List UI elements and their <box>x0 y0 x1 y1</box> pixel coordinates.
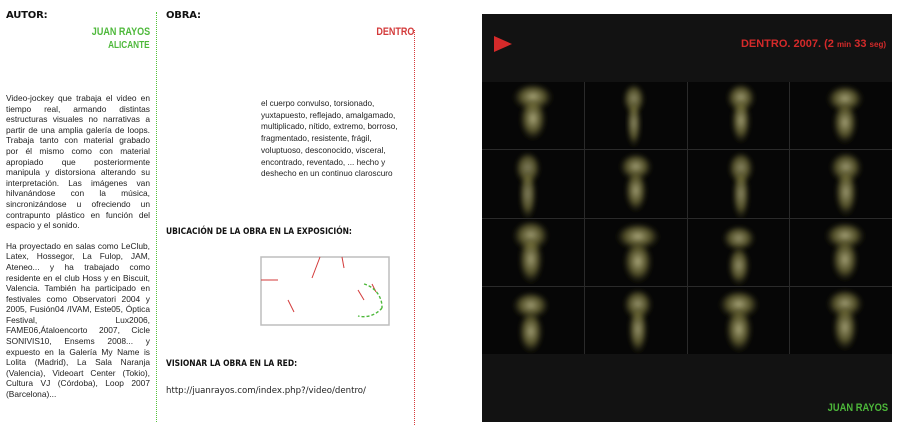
video-frame-thumbnail <box>482 82 584 150</box>
video-frame-thumbnail <box>790 218 892 286</box>
video-frame-thumbnail <box>790 286 892 354</box>
document-page: AUTOR: JUAN RAYOS ALICANTE Video-jockey … <box>0 0 420 433</box>
red-dotted-divider <box>414 30 415 425</box>
green-dotted-divider <box>156 12 157 422</box>
location-heading: UBICACIÓN DE LA OBRA EN LA EXPOSICIÓN: <box>166 226 352 236</box>
duration-min: min <box>836 40 852 49</box>
video-frame-thumbnail <box>584 150 687 218</box>
video-frame-thumbnail <box>687 286 790 354</box>
play-icon[interactable] <box>494 36 512 52</box>
exhibition-floor-plan <box>260 256 390 326</box>
video-frame-thumbnail <box>482 286 584 354</box>
work-column: OBRA: DENTRO el cuerpo convulso, torsion… <box>166 10 414 430</box>
video-frame-thumbnail <box>482 150 584 218</box>
video-frame-thumbnail <box>687 218 790 286</box>
work-title: DENTRO <box>375 26 414 38</box>
author-city: ALICANTE <box>108 40 150 51</box>
bio-paragraph-1: Video-jockey que trabaja el video en tie… <box>6 93 150 231</box>
video-title: DENTRO. 2007. (2 min 33 seg) <box>741 38 886 50</box>
author-label: AUTOR: <box>6 10 48 21</box>
video-panel: DENTRO. 2007. (2 min 33 seg) JUAN RAYOS <box>482 14 892 422</box>
duration-seconds: 33 <box>854 38 867 50</box>
video-frame-thumbnail <box>790 82 892 150</box>
author-column: AUTOR: JUAN RAYOS ALICANTE Video-jockey … <box>6 10 150 399</box>
bio-paragraph-2: Ha proyectado en salas como LeClub, Late… <box>6 240 150 400</box>
video-frame-thumbnail <box>687 150 790 218</box>
video-frame-thumbnail <box>584 218 687 286</box>
work-label: OBRA: <box>166 10 201 21</box>
duration-seg: seg) <box>869 40 886 49</box>
video-title-text: DENTRO. 2007. (2 <box>740 38 834 50</box>
author-bio: Video-jockey que trabaja el video en tie… <box>6 93 150 410</box>
video-frame-thumbnail <box>584 82 687 150</box>
video-footer-author: JUAN RAYOS <box>827 402 888 414</box>
work-url[interactable]: http://juanrayos.com/index.php?/video/de… <box>166 386 366 396</box>
author-name: JUAN RAYOS <box>91 26 150 38</box>
video-frame-thumbnail <box>687 82 790 150</box>
video-frame-thumbnail <box>584 286 687 354</box>
work-description: el cuerpo convulso, torsionado, yuxtapue… <box>261 99 398 179</box>
view-heading: VISIONAR LA OBRA EN LA RED: <box>166 358 298 368</box>
video-frame-thumbnail <box>790 150 892 218</box>
video-frame-thumbnail <box>482 218 584 286</box>
thumbnail-grid <box>482 82 892 354</box>
